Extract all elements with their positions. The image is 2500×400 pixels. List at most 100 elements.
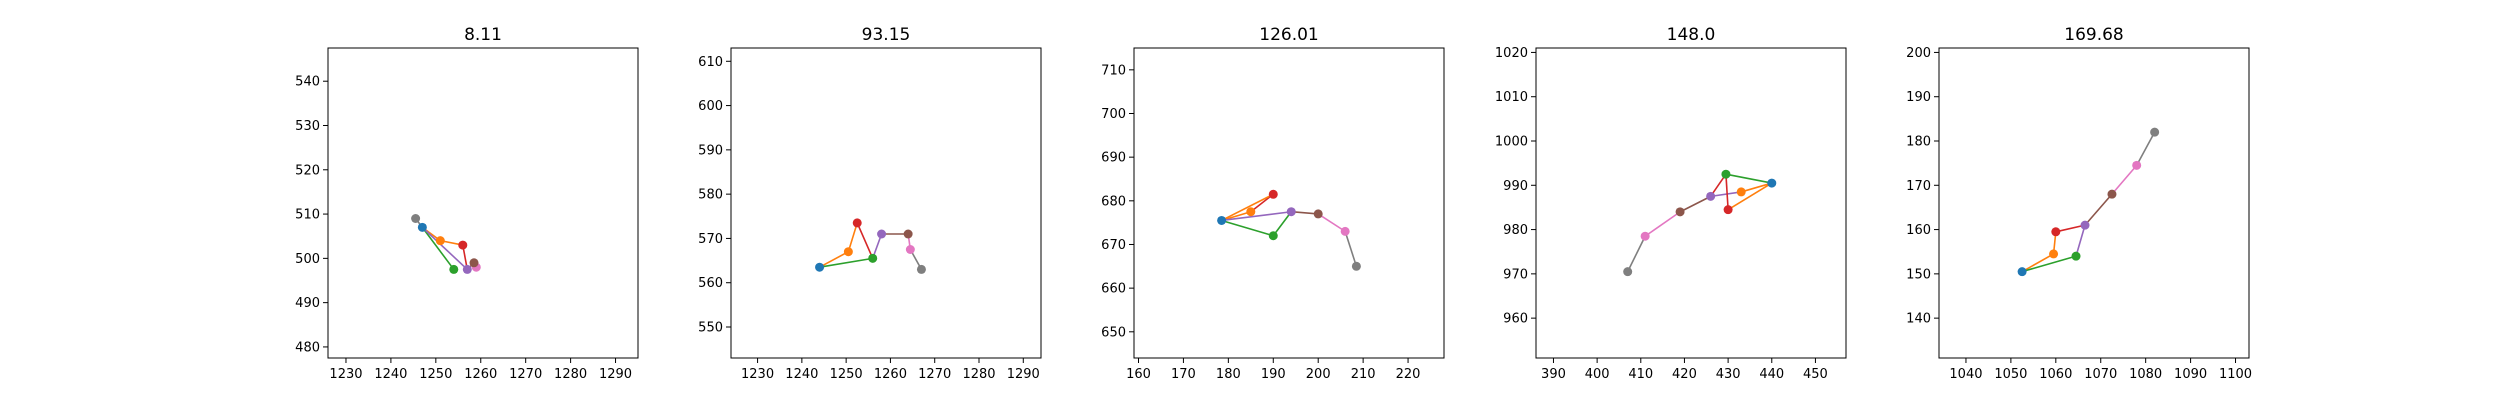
- data-point: [469, 258, 479, 268]
- data-point: [2071, 251, 2081, 261]
- x-tick-label: 1260: [874, 367, 907, 382]
- x-tick-label: 1100: [2219, 367, 2252, 382]
- series-segment: [1317, 213, 1346, 233]
- data-point: [1246, 207, 1256, 217]
- x-tick-label: 1250: [419, 367, 452, 382]
- data-point: [843, 247, 853, 257]
- x-tick-label: 190: [1261, 367, 1286, 382]
- data-point: [462, 264, 472, 274]
- y-tick-label: 610: [698, 55, 723, 70]
- data-point: [868, 253, 878, 263]
- data-point: [1706, 191, 1716, 201]
- data-point: [1351, 261, 1361, 271]
- y-tick-label: 570: [698, 232, 723, 247]
- y-tick-label: 700: [1101, 107, 1126, 122]
- series-segment: [1221, 193, 1274, 222]
- data-point: [1217, 215, 1227, 225]
- data-point: [815, 262, 825, 272]
- x-tick-label: 200: [1306, 367, 1331, 382]
- data-point: [2080, 220, 2090, 230]
- data-point: [852, 218, 862, 228]
- y-tick-label: 660: [1101, 282, 1126, 297]
- series-segment: [1626, 235, 1646, 272]
- series-segment: [1272, 211, 1292, 237]
- x-tick-label: 430: [1716, 367, 1741, 382]
- series-segment: [1250, 193, 1274, 213]
- y-tick-label: 560: [698, 276, 723, 291]
- series-segment: [1679, 195, 1712, 213]
- series-segment: [1725, 174, 1729, 210]
- x-tick-label: 1270: [918, 367, 951, 382]
- plot-frame: [327, 47, 639, 359]
- y-tick-label: 970: [1503, 267, 1528, 282]
- series-segment: [2135, 131, 2156, 166]
- series-segment: [2111, 164, 2138, 195]
- y-tick-label: 670: [1101, 238, 1126, 253]
- series-segment: [1221, 210, 1292, 222]
- x-tick-label: 1230: [329, 367, 362, 382]
- y-tick-label: 710: [1101, 63, 1126, 78]
- y-tick-label: 530: [295, 119, 320, 134]
- series-segment: [2084, 193, 2113, 226]
- chart-title: 169.68: [2064, 25, 2123, 45]
- data-point: [877, 229, 887, 239]
- data-point: [411, 214, 421, 223]
- x-tick-label: 1270: [509, 367, 542, 382]
- y-tick-label: 490: [295, 296, 320, 311]
- data-point: [1723, 205, 1733, 215]
- x-tick-label: 160: [1126, 367, 1151, 382]
- y-tick-label: 600: [698, 99, 723, 114]
- x-tick-label: 1060: [2039, 367, 2072, 382]
- series-segment: [819, 251, 849, 268]
- data-point: [2150, 127, 2160, 137]
- y-tick-label: 550: [698, 321, 723, 336]
- data-point: [2107, 189, 2117, 199]
- x-tick-label: 220: [1396, 367, 1421, 382]
- data-point: [2017, 267, 2027, 277]
- data-point: [905, 245, 915, 254]
- plot-frame: [1133, 47, 1445, 359]
- x-tick-label: 390: [1541, 367, 1566, 382]
- x-tick-label: 1070: [2084, 367, 2117, 382]
- data-point: [1268, 189, 1278, 199]
- y-tick-label: 680: [1101, 194, 1126, 209]
- y-tick-label: 180: [1906, 135, 1931, 150]
- data-point: [1736, 187, 1746, 197]
- series-segment: [2055, 224, 2086, 233]
- x-tick-label: 1240: [785, 367, 818, 382]
- series-segment: [1727, 182, 1773, 211]
- y-tick-label: 1010: [1495, 90, 1528, 105]
- chart-title: 148.0: [1667, 25, 1716, 45]
- data-point: [1623, 267, 1633, 277]
- data-point: [1340, 226, 1350, 236]
- series-segment: [2021, 253, 2054, 273]
- y-tick-label: 510: [295, 208, 320, 223]
- chart-title: 8.11: [464, 25, 502, 45]
- y-tick-label: 140: [1906, 312, 1931, 327]
- x-tick-label: 440: [1759, 367, 1784, 382]
- series-segment: [421, 226, 455, 270]
- y-tick-label: 500: [295, 252, 320, 267]
- y-tick-label: 990: [1503, 179, 1528, 194]
- data-point: [916, 264, 926, 274]
- data-point: [2049, 249, 2059, 259]
- y-tick-label: 200: [1906, 46, 1931, 61]
- y-tick-label: 160: [1906, 223, 1931, 238]
- series-segment: [421, 226, 468, 271]
- y-tick-label: 150: [1906, 267, 1931, 282]
- series-segment: [2075, 224, 2086, 257]
- data-point: [2051, 227, 2061, 237]
- plot-frame: [1535, 47, 1847, 359]
- x-tick-label: 210: [1351, 367, 1376, 382]
- x-tick-label: 1240: [374, 367, 407, 382]
- chart-title: 93.15: [862, 25, 911, 45]
- data-point: [449, 264, 459, 274]
- subplot-4: 148.0 390 400 410 420 430 440 450 960 970 980 990 10…: [1495, 25, 1847, 382]
- x-tick-label: 1090: [2174, 367, 2207, 382]
- y-tick-label: 650: [1101, 325, 1126, 340]
- y-tick-label: 1020: [1495, 46, 1528, 61]
- subplot-1: 8.11 1230 1240 1250 1260 1270 1280 1290 480 490 50…: [295, 25, 639, 382]
- x-tick-label: 420: [1672, 367, 1697, 382]
- data-point: [1675, 207, 1685, 217]
